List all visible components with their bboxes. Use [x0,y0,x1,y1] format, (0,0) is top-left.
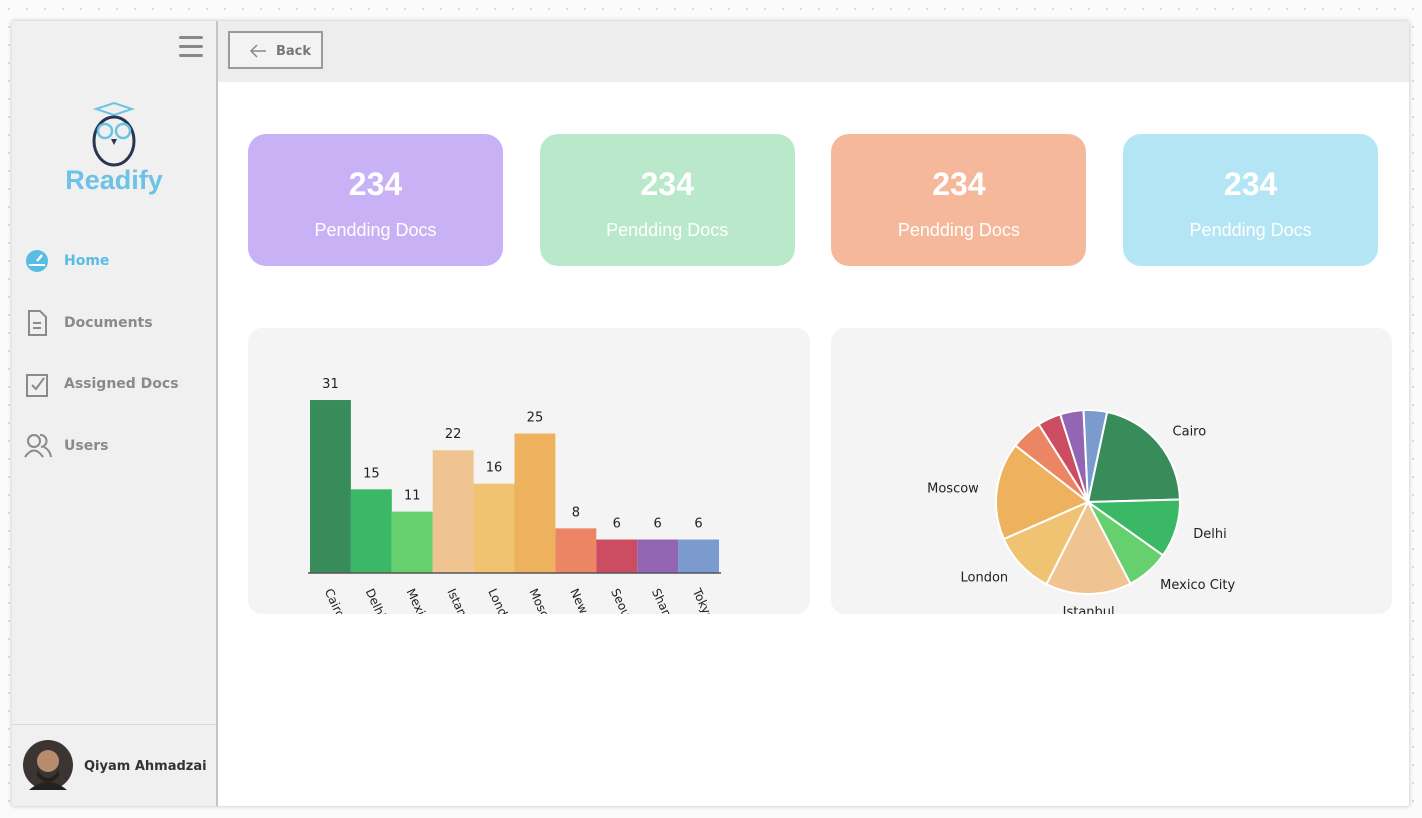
nav-item[interactable]: Home [24,247,214,277]
stat-card: 234 Pendding Docs [1123,134,1379,266]
pie-slice [1045,499,1132,595]
back-arrow [249,44,266,58]
bar-value-label: 16 [486,461,503,476]
bar-value-label: 25 [527,411,544,426]
pie-label: Cairo [1173,425,1207,440]
stat-card: 234 Pendding Docs [831,134,1087,266]
nav-item[interactable]: Users [24,432,214,462]
nav-label: Users [64,437,109,454]
bar-panel: 31 Cairo 15 Delhi 11 Mexico City 22 Istanbul 16 L… [248,328,810,614]
card-value: 234 [640,166,694,202]
nav-label: Assigned Docs [64,376,179,392]
pie-panel: Cairo Delhi Mexico City Istanbul London Mosco… [831,328,1392,614]
x-tick-label: Tokyo [689,585,716,614]
topbar: Back [218,21,1409,82]
user-name: Qiyam Ahmadzai [84,759,207,774]
bar-value-label: 6 [654,517,662,532]
nav-label: Documents [64,314,153,331]
nav-label: Home [64,253,110,269]
pie-label: Istanbul [1063,605,1115,614]
stat-card: 234 Pendding Docs [248,134,503,266]
stat-card: 234 Pendding Docs [539,134,795,266]
sidebar: Readify Home Documents Assigned Docs Users … [12,21,218,806]
nav-icon [26,374,48,397]
x-tick-label: Istanbul [444,586,477,614]
x-tick-label: Mexico City [404,586,446,614]
x-tick-label: Moscow [526,586,559,614]
pie-label: Delhi [1193,527,1226,542]
x-tick-label: Delhi [363,586,389,614]
bar-value-label: 11 [404,489,421,504]
bar-value-label: 22 [445,427,462,442]
card-value: 234 [348,166,403,202]
bar [596,539,638,573]
bar [514,433,556,573]
card-label: Pendding Docs [314,220,437,240]
x-tick-label: Seoul [608,586,635,614]
nav-item[interactable]: Assigned Docs [24,370,214,400]
pie-label: Mexico City [1160,578,1235,593]
bar-value-label: 8 [572,505,580,520]
nav-icon [28,309,47,336]
bar-chart: 31 Cairo 15 Delhi 11 Mexico City 22 Istanbul 16 L… [308,377,721,614]
bar [391,511,433,573]
bar [432,450,474,573]
pie-slice [1086,410,1181,504]
x-tick-label: Cairo [322,586,348,614]
bar [678,539,719,573]
nav-icon [24,433,52,458]
nav-item[interactable]: Documents [24,309,214,339]
bar-value-label: 15 [363,466,380,481]
card-value: 234 [1223,166,1278,202]
divider [12,724,216,725]
bar-value-label: 6 [613,517,621,532]
back-button[interactable]: Back [228,31,323,69]
bar [555,528,597,573]
nav-icon [26,250,48,272]
pie-slice [995,444,1090,541]
bar [350,489,392,573]
brand: Readify [65,165,163,195]
bar [473,483,515,573]
avatar[interactable] [23,740,75,792]
bar [637,539,679,573]
x-tick-label: London [485,586,516,614]
pie-chart: Cairo Delhi Mexico City Istanbul London Mosco… [927,409,1235,614]
card-value: 234 [932,166,986,202]
bar-value-label: 31 [322,377,339,392]
pie-slice [1082,409,1109,503]
pie-label: Moscow [927,481,979,496]
app-window: Readify Home Documents Assigned Docs Users … [12,21,1409,806]
x-tick-label: New York [567,586,603,614]
x-tick-label: Shanghai [649,586,685,614]
menu-icon[interactable] [178,34,204,60]
logo-icon [92,101,136,167]
card-label: Pendding Docs [1189,220,1312,240]
card-label: Pendding Docs [897,220,1020,240]
bar-value-label: 6 [694,517,702,532]
pie-label: London [961,571,1009,586]
card-label: Pendding Docs [606,220,729,240]
bar [310,400,351,573]
back-label: Back [276,44,312,59]
